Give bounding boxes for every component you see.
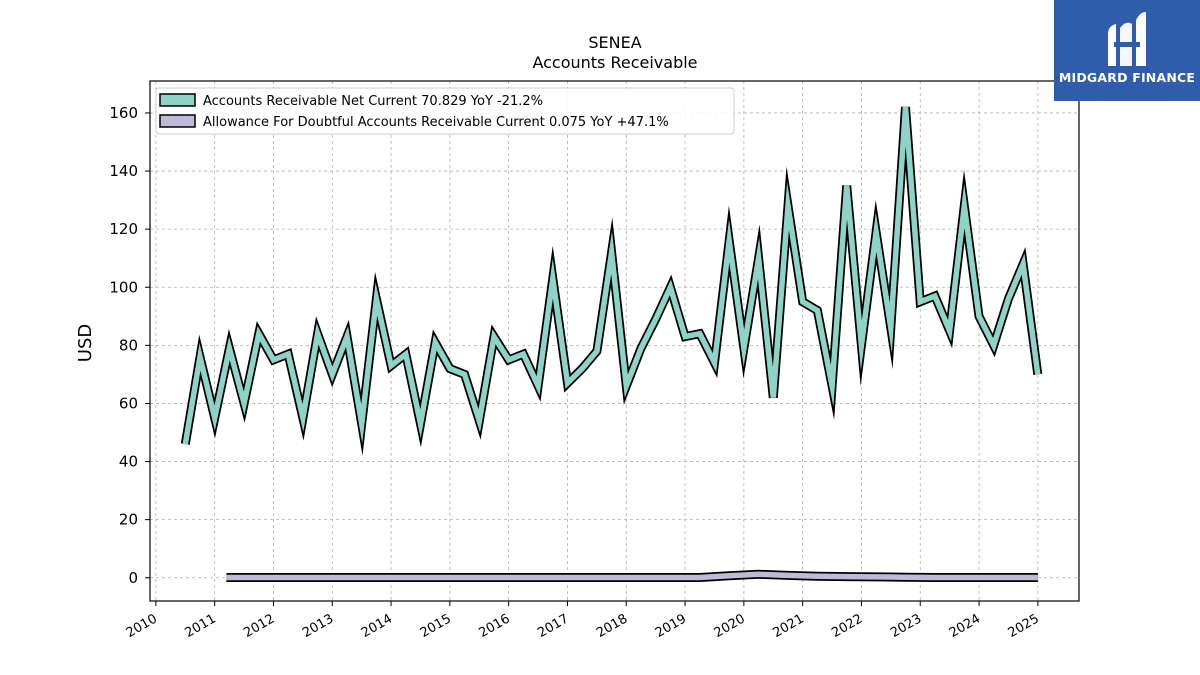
x-tick-label: 2020 xyxy=(712,611,748,641)
x-tick-label: 2022 xyxy=(829,611,865,641)
y-tick-label: 100 xyxy=(109,278,138,296)
brand-name: MIDGARD FINANCE xyxy=(1058,70,1196,85)
series-1 xyxy=(226,569,1038,582)
y-tick-label: 60 xyxy=(119,394,138,412)
x-tick-label: 2013 xyxy=(300,611,336,641)
chart-title: SENEA xyxy=(588,33,641,52)
legend: Accounts Receivable Net Current 70.829 Y… xyxy=(155,87,735,135)
x-tick-label: 2018 xyxy=(594,611,630,641)
y-tick-label: 0 xyxy=(128,569,138,587)
y-tick-label: 140 xyxy=(109,162,138,180)
x-tick-label: 2012 xyxy=(241,611,277,641)
x-tick-label: 2015 xyxy=(418,611,454,641)
legend-swatch-accounts-receivable xyxy=(159,93,196,107)
x-tick-label: 2023 xyxy=(888,611,924,641)
x-tick-label: 2021 xyxy=(770,611,806,641)
x-tick-label: 2024 xyxy=(947,611,983,641)
series-line xyxy=(226,571,1038,581)
legend-label-allowance: Allowance For Doubtful Accounts Receivab… xyxy=(203,115,669,130)
x-tick-label: 2025 xyxy=(1006,611,1042,641)
x-tick-label: 2016 xyxy=(477,611,513,641)
grid xyxy=(150,81,1079,601)
series-line xyxy=(182,106,1041,445)
series-group xyxy=(180,106,1043,582)
x-tick-label: 2010 xyxy=(124,611,160,641)
y-tick-label: 120 xyxy=(109,220,138,238)
chart-subtitle: Accounts Receivable xyxy=(532,53,697,72)
legend-swatch-allowance xyxy=(159,114,196,128)
x-tick-label: 2019 xyxy=(653,611,689,641)
y-axis: 0 20 40 60 80 100 120 140 160 xyxy=(109,104,150,587)
x-axis: 2010 2011 2012 2013 2014 2015 2016 2017 2018 2019… xyxy=(124,601,1042,641)
logo-mark-icon xyxy=(1108,12,1146,67)
brand-logo: MIDGARD FINANCE xyxy=(1054,0,1200,101)
x-tick-label: 2014 xyxy=(359,611,395,641)
y-axis-label: USD xyxy=(75,324,96,362)
legend-box xyxy=(155,87,735,135)
y-tick-label: 80 xyxy=(119,336,138,354)
series-0 xyxy=(180,106,1043,456)
legend-label-accounts-receivable: Accounts Receivable Net Current 70.829 Y… xyxy=(203,94,543,109)
x-tick-label: 2017 xyxy=(535,611,571,641)
x-tick-label: 2011 xyxy=(183,611,219,641)
plot-frame xyxy=(149,80,1080,602)
y-tick-label: 160 xyxy=(109,104,138,122)
y-tick-label: 20 xyxy=(119,511,138,529)
y-tick-label: 40 xyxy=(119,453,138,471)
